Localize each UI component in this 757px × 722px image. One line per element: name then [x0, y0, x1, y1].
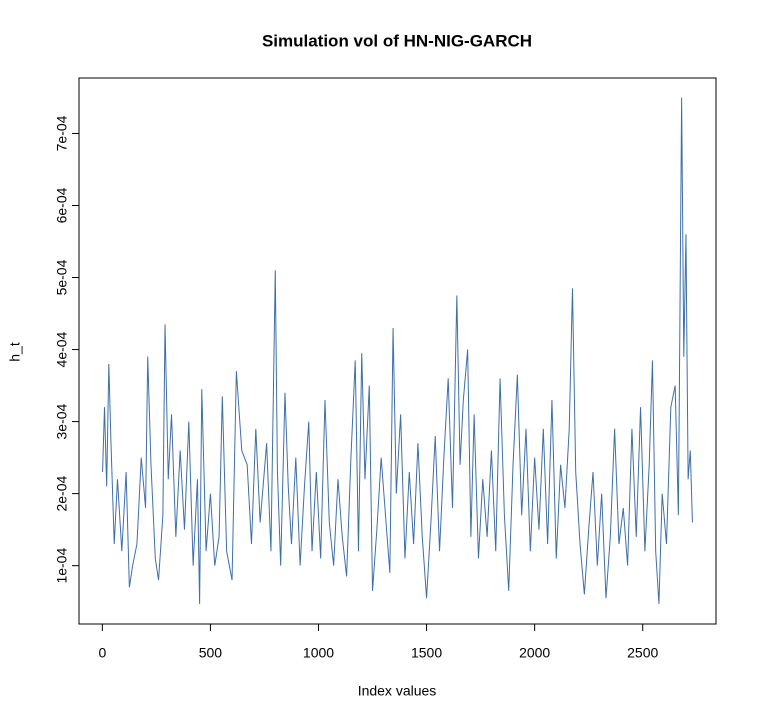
x-axis-label: Index values [358, 683, 437, 699]
plot-frame [78, 77, 717, 625]
y-axis-label: h_t [7, 342, 23, 362]
data-line [102, 97, 693, 604]
x-tick-label: 2000 [519, 645, 550, 661]
x-tick-label: 1000 [303, 645, 334, 661]
y-tick-label: 7e-04 [54, 115, 70, 151]
x-tick-label: 1500 [411, 645, 442, 661]
y-tick-label: 2e-04 [54, 476, 70, 512]
y-tick-label: 3e-04 [54, 403, 70, 439]
x-tick-label: 0 [98, 645, 106, 661]
y-tick-label: 6e-04 [54, 187, 70, 223]
x-tick-label: 500 [199, 645, 223, 661]
y-tick-label: 1e-04 [54, 548, 70, 584]
y-tick-label: 5e-04 [54, 259, 70, 295]
x-tick-label: 2500 [627, 645, 658, 661]
y-tick-label: 4e-04 [54, 331, 70, 367]
chart-title: Simulation vol of HN-NIG-GARCH [262, 31, 532, 50]
